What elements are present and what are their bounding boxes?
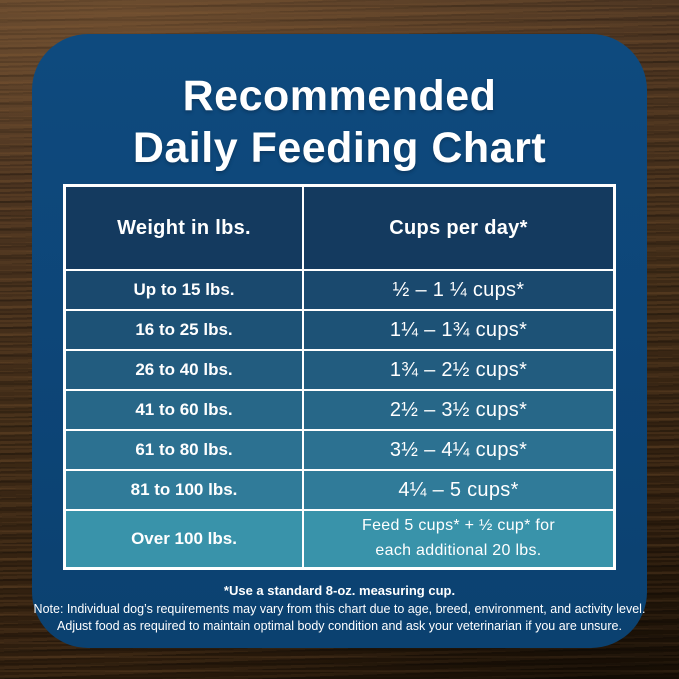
cups-cell: 1¼ – 1¾ cups* — [304, 311, 613, 349]
footnotes: *Use a standard 8-oz. measuring cup. Not… — [32, 583, 647, 634]
weight-cell: 61 to 80 lbs. — [66, 431, 302, 469]
cups-cell: ½ – 1 ¼ cups* — [304, 271, 613, 309]
title-line-1: Recommended — [182, 72, 497, 120]
weight-cell: 41 to 60 lbs. — [66, 391, 302, 429]
table-row: 16 to 25 lbs. 1¼ – 1¾ cups* — [66, 311, 613, 349]
column-header-weight: Weight in lbs. — [66, 187, 302, 269]
table-row: 26 to 40 lbs. 1¾ – 2½ cups* — [66, 351, 613, 389]
table-row: 61 to 80 lbs. 3½ – 4¼ cups* — [66, 431, 613, 469]
cups-cell: 3½ – 4¼ cups* — [304, 431, 613, 469]
column-header-cups: Cups per day* — [304, 187, 613, 269]
cups-cell: Feed 5 cups* + ½ cup* for each additiona… — [304, 511, 613, 567]
table-row: Up to 15 lbs. ½ – 1 ¼ cups* — [66, 271, 613, 309]
weight-cell: 81 to 100 lbs. — [66, 471, 302, 509]
page-title: Recommended Daily Feeding Chart — [32, 70, 647, 175]
footnote-adjust-line: Adjust food as required to maintain opti… — [57, 618, 622, 633]
weight-cell: Up to 15 lbs. — [66, 271, 302, 309]
weight-cell: Over 100 lbs. — [66, 511, 302, 567]
cups-cell: 4¼ – 5 cups* — [304, 471, 613, 509]
table-row: 81 to 100 lbs. 4¼ – 5 cups* — [66, 471, 613, 509]
feeding-chart-panel: Recommended Daily Feeding Chart Weight i… — [32, 34, 647, 648]
table-row: 41 to 60 lbs. 2½ – 3½ cups* — [66, 391, 613, 429]
cups-cell: 1¾ – 2½ cups* — [304, 351, 613, 389]
weight-cell: 16 to 25 lbs. — [66, 311, 302, 349]
table-header-row: Weight in lbs. Cups per day* — [66, 187, 613, 269]
weight-cell: 26 to 40 lbs. — [66, 351, 302, 389]
feeding-table: Weight in lbs. Cups per day* Up to 15 lb… — [63, 184, 616, 570]
title-line-2: Daily Feeding Chart — [132, 124, 547, 173]
table-row: Over 100 lbs. Feed 5 cups* + ½ cup* for … — [66, 511, 613, 567]
cups-cell: 2½ – 3½ cups* — [304, 391, 613, 429]
footnote-measuring-cup: *Use a standard 8-oz. measuring cup. — [223, 583, 456, 598]
footnote-note-line: Note: Individual dog’s requirements may … — [33, 602, 646, 616]
